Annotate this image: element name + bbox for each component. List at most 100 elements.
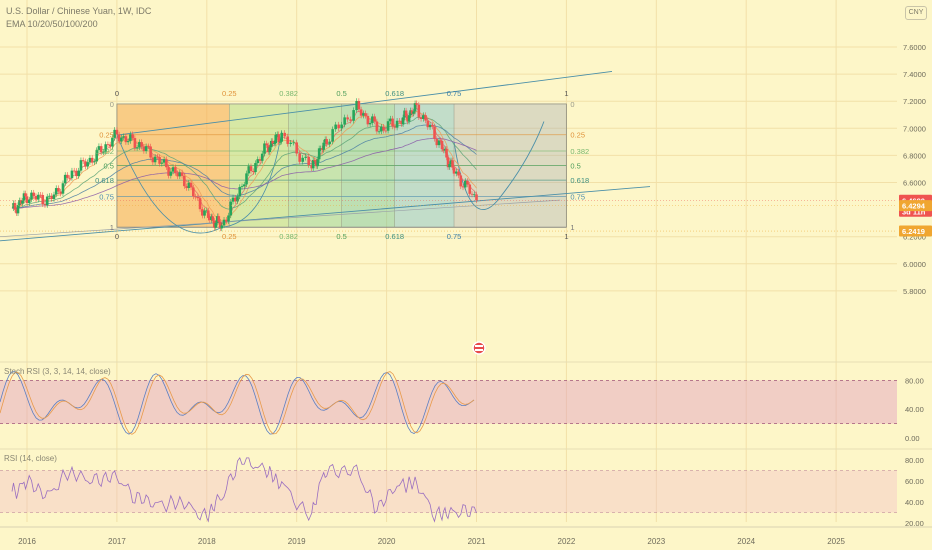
candle-body bbox=[426, 120, 430, 128]
candle-body bbox=[124, 136, 128, 143]
candle-body bbox=[419, 117, 423, 119]
candle-body bbox=[475, 194, 478, 201]
candle-body bbox=[45, 196, 49, 206]
candle-body bbox=[268, 147, 272, 153]
candle-body bbox=[316, 159, 319, 167]
candle-body bbox=[84, 161, 87, 167]
fib-level-right-label: 1 bbox=[570, 223, 574, 232]
candle-body bbox=[61, 183, 65, 194]
candle-body bbox=[122, 136, 125, 138]
candle-body bbox=[395, 120, 399, 128]
candle-body bbox=[373, 116, 376, 122]
candle-body bbox=[68, 177, 72, 179]
candle-body bbox=[439, 140, 442, 142]
candle-body bbox=[93, 161, 96, 163]
fib-level-right-label: 0.5 bbox=[570, 162, 580, 171]
candle-body bbox=[357, 101, 361, 110]
candle-body bbox=[433, 126, 436, 139]
candle-body bbox=[129, 134, 132, 142]
currency-badge[interactable]: CNY bbox=[905, 6, 927, 20]
time-tick-label: 2020 bbox=[378, 537, 396, 546]
candle-body bbox=[59, 191, 63, 194]
candle-body bbox=[451, 160, 454, 168]
grid-lines bbox=[0, 0, 897, 522]
price-tick-label: 7.0000 bbox=[903, 124, 926, 133]
candle-body bbox=[211, 216, 215, 221]
candle-body bbox=[377, 131, 381, 133]
candle-body bbox=[133, 138, 137, 149]
candle-body bbox=[366, 115, 370, 125]
candle-body bbox=[277, 134, 281, 143]
stoch-rsi-label[interactable]: Stoch RSI (3, 3, 14, 14, close) bbox=[4, 367, 111, 376]
fibonacci-box[interactable] bbox=[116, 103, 567, 228]
candle-body bbox=[144, 146, 148, 152]
us-flag-icon[interactable] bbox=[472, 341, 486, 355]
candle-body bbox=[382, 126, 385, 131]
candle-body bbox=[331, 129, 334, 142]
candle-body bbox=[18, 200, 21, 206]
candle-body bbox=[140, 142, 143, 147]
price-tick-label: 5.8000 bbox=[903, 287, 926, 296]
time-tick-label: 2018 bbox=[198, 537, 216, 546]
candle-body bbox=[97, 146, 101, 151]
rsi-tick-label: 80.00 bbox=[905, 456, 924, 465]
candle-body bbox=[30, 192, 33, 200]
candle-body bbox=[322, 142, 325, 150]
candle-body bbox=[192, 187, 195, 197]
price-candles[interactable] bbox=[12, 98, 478, 232]
price-label-box bbox=[899, 200, 932, 212]
rsi-panel[interactable] bbox=[0, 457, 897, 523]
candle-body bbox=[449, 160, 453, 165]
candle-body bbox=[180, 172, 184, 176]
candle-body bbox=[142, 146, 146, 152]
candle-body bbox=[364, 113, 367, 116]
rsi-label[interactable]: RSI (14, close) bbox=[4, 454, 57, 463]
fib-time-bottom-label: 0.618 bbox=[385, 232, 404, 241]
rsi-band bbox=[0, 470, 897, 513]
trend-lines[interactable] bbox=[0, 70, 651, 242]
candle-body bbox=[463, 180, 467, 188]
candle-body bbox=[260, 153, 264, 161]
candle-body bbox=[307, 156, 310, 166]
candle-body bbox=[371, 116, 374, 123]
candle-body bbox=[21, 200, 24, 204]
candle-body bbox=[227, 215, 230, 222]
candle-body bbox=[417, 104, 421, 118]
candle-body bbox=[176, 173, 179, 177]
rsi-line bbox=[11, 457, 477, 523]
candle-body bbox=[215, 216, 219, 223]
candle-body bbox=[457, 171, 460, 176]
candle-body bbox=[79, 160, 83, 171]
fib-time-bottom-label: 0.75 bbox=[447, 232, 462, 241]
candle-body bbox=[214, 222, 218, 228]
candle-body bbox=[15, 209, 18, 214]
stoch-rsi-panel[interactable] bbox=[0, 371, 897, 435]
candle-body bbox=[275, 134, 279, 135]
time-tick-label: 2024 bbox=[737, 537, 755, 546]
candle-body bbox=[27, 199, 31, 204]
price-label-text: 6.2419 bbox=[902, 227, 925, 236]
candle-body bbox=[117, 134, 121, 142]
fib-level-left-label: 0.618 bbox=[95, 176, 114, 185]
ema-indicator-label[interactable]: EMA 10/20/50/100/200 bbox=[6, 19, 98, 29]
stoch-tick-label: 0.00 bbox=[905, 434, 920, 443]
stoch-tick-label: 80.00 bbox=[905, 376, 924, 385]
candle-body bbox=[81, 160, 85, 162]
candle-body bbox=[52, 194, 56, 200]
fib-time-top-label: 0.75 bbox=[447, 89, 462, 98]
candle-body bbox=[413, 103, 417, 112]
candle-body bbox=[422, 115, 425, 119]
candle-body bbox=[389, 118, 392, 122]
axes: 2016 2017 2018 2019 2020 2021 2022 2023 2024 2025… bbox=[0, 43, 932, 546]
ema-line bbox=[11, 124, 477, 209]
candle-body bbox=[12, 203, 15, 209]
candle-body bbox=[167, 167, 170, 176]
candle-body bbox=[448, 164, 451, 168]
candle-body bbox=[66, 174, 69, 178]
candle-body bbox=[13, 203, 17, 210]
candle-body bbox=[337, 124, 340, 129]
candle-body bbox=[104, 144, 107, 152]
arc-curve bbox=[221, 130, 283, 228]
candle-body bbox=[415, 103, 418, 105]
